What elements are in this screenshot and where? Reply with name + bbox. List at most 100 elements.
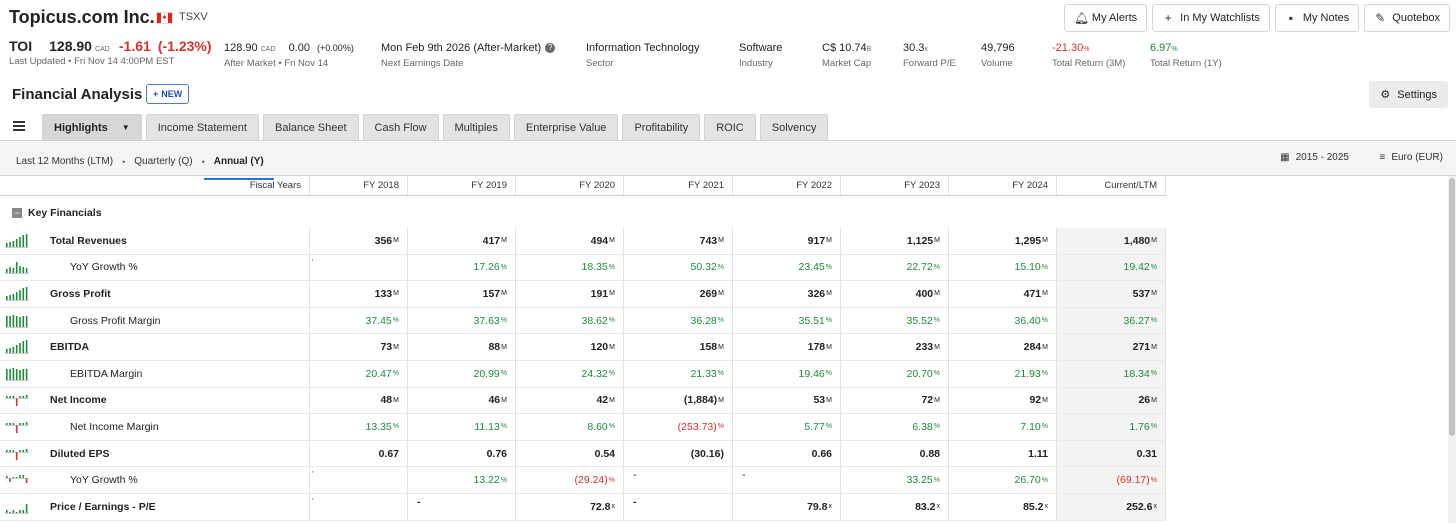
sparkline-icon[interactable] — [5, 447, 29, 461]
chevron-down-icon: ▼ — [121, 123, 130, 132]
table-row[interactable]: YoY Growth % ' 13.22% (29.24)% - -33.25% 26.70… — [0, 467, 1166, 494]
cell-unit: % — [933, 263, 940, 271]
sparkline-icon[interactable] — [5, 314, 29, 328]
tab-roic[interactable]: ROIC — [704, 114, 756, 140]
sparkline-bar — [6, 242, 8, 247]
sparkline-icon[interactable] — [5, 260, 29, 275]
currency-select[interactable]: ≡ Euro (EUR) — [1379, 152, 1443, 163]
tab-balance-sheet[interactable]: Balance Sheet — [262, 114, 359, 140]
tab-multiples[interactable]: Multiples — [442, 114, 510, 140]
help-icon[interactable]: ? — [545, 43, 556, 53]
table-row[interactable]: Net Income 48 M 46 M 42 M (1,884) M 53 M 72 M 92 M 26 M — [0, 387, 1166, 415]
sparkline-icon[interactable] — [5, 340, 29, 354]
row-label-cell: YoY Growth % — [0, 254, 310, 281]
table-row[interactable]: Price / Earnings - P/E ' -72.8 x -79.8 x 83.2 x… — [0, 494, 1166, 521]
sparkline-bar — [19, 422, 21, 425]
cell-unit: % — [1041, 317, 1048, 325]
table-cell: 1,480 M — [1057, 228, 1166, 254]
table-cell: 15.10% — [949, 254, 1057, 281]
cell-unit: x — [1044, 503, 1049, 511]
sparkline-bar — [15, 424, 18, 433]
cell-unit: % — [1041, 423, 1048, 431]
period-tab-annual[interactable]: Annual (Y) — [203, 156, 274, 180]
cell-value: 233 — [915, 341, 934, 354]
new-button[interactable]: + NEW — [146, 84, 190, 104]
cell-value: 37.63 — [473, 314, 500, 327]
section-key-financials[interactable]: − Key Financials — [0, 198, 1448, 228]
row-label-cell: Total Revenues — [0, 228, 310, 254]
tab-enterprise-value[interactable]: Enterprise Value — [513, 114, 619, 140]
table-cell: 38.62% — [516, 307, 624, 334]
sparkline-icon[interactable] — [5, 367, 29, 381]
sparkline-icon[interactable] — [5, 286, 29, 301]
sparkline-bar — [15, 451, 18, 460]
year-range-select[interactable]: ▦ 2015 - 2025 — [1280, 152, 1349, 163]
table-cell: - — [624, 494, 733, 520]
sparkline-icon[interactable] — [5, 233, 29, 248]
table-cell: 0.67 — [310, 440, 408, 467]
cell-value: (69.17) — [1116, 474, 1150, 487]
tab-cash-flow[interactable]: Cash Flow — [362, 114, 439, 140]
sparkline-bar — [12, 314, 15, 327]
page-title: Financial Analysis — [12, 86, 143, 103]
table-cell: 85.2 x — [949, 494, 1057, 520]
sparkline-bar — [19, 449, 21, 452]
my-alerts-button[interactable]: 🔔︎ My Alerts — [1063, 4, 1148, 32]
tab-income-statement[interactable]: Income Statement — [145, 114, 259, 140]
plus-icon: + — [153, 89, 159, 99]
my-notes-button[interactable]: ▪ My Notes — [1274, 4, 1360, 32]
row-label: EBITDA Margin — [70, 367, 143, 380]
header-bar: Topicus.com Inc. ✦ TSXV 🔔︎ My Alerts + In … — [0, 0, 1456, 36]
menu-icon[interactable] — [13, 121, 25, 133]
row-label-cell: Net Income — [0, 387, 310, 414]
cell-unit: % — [1150, 476, 1157, 484]
table-row[interactable]: Gross Profit 133 M 157 M 191 M 269 M 326 M 400 M 471 M… — [0, 281, 1166, 308]
sparkline-icon[interactable] — [5, 393, 29, 407]
sparkline-icon[interactable] — [5, 420, 29, 434]
cell-unit: M — [826, 396, 832, 404]
table-cell: 35.51% — [733, 307, 841, 334]
scrollbar-thumb[interactable] — [1449, 178, 1455, 436]
period-tab-quarterly[interactable]: Quarterly (Q) — [134, 156, 193, 167]
tab-solvency[interactable]: Solvency — [759, 114, 829, 140]
sparkline-bar — [25, 368, 28, 380]
sparkline-bar — [12, 293, 15, 300]
cell-unit: % — [933, 370, 940, 378]
table-row[interactable]: Net Income Margin 13.35% 11.13% 8.60% (253.7… — [0, 414, 1166, 441]
sparkline-icon[interactable] — [5, 500, 29, 514]
sparkline-bar — [15, 477, 18, 479]
table-cell — [310, 467, 408, 493]
cell-unit: M — [501, 343, 507, 351]
cell-unit: % — [392, 423, 399, 431]
scrollbar[interactable] — [1448, 176, 1456, 523]
quotebox-button[interactable]: ✎ Quotebox — [1364, 4, 1450, 32]
table-row[interactable]: Diluted EPS 0.67 0.76 0.54 (30.16) 0.66 0.88 1.… — [0, 440, 1166, 468]
cell-unit: % — [608, 317, 615, 325]
cell-unit: x — [828, 503, 833, 511]
period-tab-ltm[interactable]: Last 12 Months (LTM) — [16, 156, 114, 167]
table-cell: 157 M — [408, 281, 516, 307]
tab-highlights[interactable]: Highlights ▼ — [42, 114, 142, 140]
table-row[interactable]: EBITDA 73 M 88 M 120 M 158 M 178 M 233 M 284 M 271 M — [0, 334, 1166, 361]
sparkline-bar — [15, 511, 18, 513]
collapse-icon[interactable]: − — [12, 208, 22, 218]
sparkline-bar — [9, 478, 11, 483]
table-cell: - — [408, 494, 516, 520]
cell-value: 356 — [374, 234, 393, 247]
table-cell: 17.26% — [408, 254, 516, 281]
sparkline-icon[interactable] — [5, 473, 29, 487]
table-row[interactable]: YoY Growth % ' 17.26% 18.35% 50.32% 23.45% 22.… — [0, 254, 1166, 282]
sparkline-bar — [19, 396, 21, 399]
table-row[interactable]: EBITDA Margin 20.47% 20.99% 24.32% 21.33% 19.… — [0, 361, 1166, 388]
settings-button[interactable]: ⚙ Settings — [1369, 81, 1448, 108]
table-row[interactable]: Gross Profit Margin 37.45% 37.63% 38.62% 36.… — [0, 307, 1166, 335]
cell-unit: % — [500, 263, 507, 271]
table-cell: 1.11 — [949, 440, 1057, 467]
sparkline-bar — [12, 240, 15, 247]
table-row[interactable]: Total Revenues 356 M 417 M 494 M 743 M 917 M 1,125 M… — [0, 228, 1166, 255]
cell-unit: % — [717, 317, 724, 325]
sparkline-bar — [22, 396, 25, 399]
sparkline-bar — [25, 421, 28, 425]
tab-profitability[interactable]: Profitability — [622, 114, 701, 140]
watchlists-button[interactable]: + In My Watchlists — [1152, 4, 1270, 32]
